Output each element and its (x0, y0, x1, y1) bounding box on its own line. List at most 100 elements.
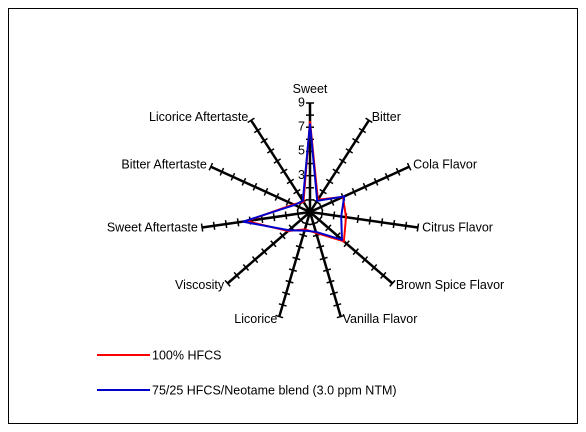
tick-mark (212, 221, 216, 230)
y-tick-label: 5 (298, 144, 305, 158)
y-tick-label: 7 (298, 120, 305, 134)
tick-mark (288, 268, 297, 272)
tick-mark (286, 178, 295, 185)
axis-label: Vanilla Flavor (343, 312, 418, 326)
tick-mark (272, 213, 276, 222)
tick-mark (319, 256, 328, 261)
tick-mark (236, 218, 240, 227)
tick-mark (319, 188, 327, 195)
tick-mark (200, 223, 204, 232)
tick-mark (224, 219, 228, 229)
tick-mark (274, 192, 280, 201)
tick-mark (343, 240, 350, 248)
axis-label: Sweet (293, 82, 328, 96)
tick-mark (242, 264, 250, 272)
tick-mark (373, 177, 379, 186)
tick-mark (380, 218, 384, 227)
tick-mark (370, 264, 378, 272)
tick-mark (263, 187, 269, 196)
tick-mark (389, 279, 396, 287)
tick-mark (273, 158, 282, 164)
tick-mark (332, 211, 336, 220)
tick-mark (224, 279, 231, 287)
spoke (309, 165, 410, 214)
tick-mark (233, 271, 240, 279)
tick-mark (358, 127, 367, 134)
tick-mark (333, 303, 342, 307)
tick-mark (208, 162, 214, 171)
tick-mark (384, 172, 390, 181)
axis-label: Citrus Flavor (422, 220, 493, 234)
tick-mark (318, 203, 324, 211)
spoke (309, 210, 419, 229)
tick-mark (241, 177, 247, 186)
tick-mark (284, 211, 288, 220)
tick-mark (351, 187, 357, 196)
tick-mark (299, 233, 308, 238)
chart-border (8, 8, 578, 424)
tick-mark (352, 137, 360, 144)
tick-mark (332, 168, 340, 175)
tick-mark (275, 314, 284, 319)
spoke (308, 119, 370, 213)
axis-label: Cola Flavor (413, 158, 477, 172)
spoke (308, 211, 342, 317)
tick-mark (280, 168, 288, 175)
axis-label: Licorice (234, 312, 277, 326)
axis-label: Sweet Aftertaste (107, 220, 198, 234)
axis-label: Bitter Aftertaste (121, 158, 207, 172)
tick-mark (296, 203, 302, 211)
tick-mark (266, 148, 275, 154)
axis-label: Bitter (372, 110, 401, 124)
tick-mark (356, 214, 360, 223)
tick-mark (270, 240, 277, 248)
tick-mark (297, 216, 305, 224)
axis-label: Licorice Aftertaste (149, 110, 248, 124)
y-tick-label: 9 (298, 95, 305, 109)
spoke (309, 211, 394, 285)
tick-mark (406, 162, 412, 171)
tick-mark (365, 117, 373, 124)
tick-mark (338, 158, 347, 164)
spoke (201, 210, 311, 229)
tick-mark (285, 279, 294, 284)
tick-mark (395, 167, 401, 176)
tick-mark (323, 268, 332, 272)
tick-mark (293, 188, 301, 195)
tick-mark (392, 219, 396, 229)
axis-label: Viscosity (175, 278, 225, 292)
tick-mark (253, 127, 262, 134)
tick-mark (230, 172, 236, 181)
tick-mark (295, 245, 304, 249)
tick-mark (320, 209, 324, 218)
spoke (226, 211, 311, 285)
tick-mark (309, 221, 318, 226)
tick-mark (362, 182, 368, 191)
tick-mark (292, 256, 301, 261)
tick-mark (279, 232, 286, 240)
tick-mark (380, 271, 387, 279)
tick-mark (329, 291, 338, 296)
tick-mark (296, 209, 300, 218)
tick-mark (285, 197, 291, 206)
tick-mark (251, 256, 259, 264)
series-line (242, 123, 346, 242)
tick-mark (336, 314, 345, 319)
tick-mark (282, 291, 291, 296)
tick-mark (219, 167, 225, 176)
legend-label: 100% HFCS (152, 348, 221, 362)
y-tick-label: 1 (298, 192, 305, 206)
spoke (250, 119, 312, 213)
tick-mark (326, 279, 335, 284)
legend-label: 75/25 HFCS/Neotame blend (3.0 ppm NTM) (152, 383, 397, 397)
axis-label: Brown Spice Flavor (396, 278, 504, 292)
tick-mark (252, 182, 258, 191)
tick-mark (260, 137, 268, 144)
tick-mark (416, 223, 420, 232)
tick-mark (404, 221, 408, 230)
tick-mark (361, 256, 369, 264)
y-tick-label: 3 (298, 168, 305, 182)
tick-mark (325, 178, 334, 185)
tick-mark (278, 303, 287, 307)
